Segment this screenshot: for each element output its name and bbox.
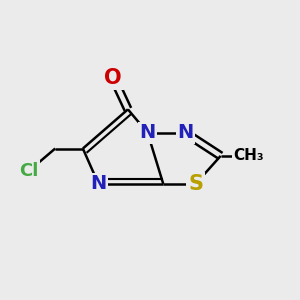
Text: S: S — [188, 174, 203, 194]
Text: N: N — [177, 123, 194, 142]
Text: N: N — [140, 123, 156, 142]
Text: N: N — [90, 174, 106, 194]
Text: CH₃: CH₃ — [233, 148, 264, 164]
Text: Cl: Cl — [20, 162, 39, 180]
Text: O: O — [104, 68, 122, 88]
